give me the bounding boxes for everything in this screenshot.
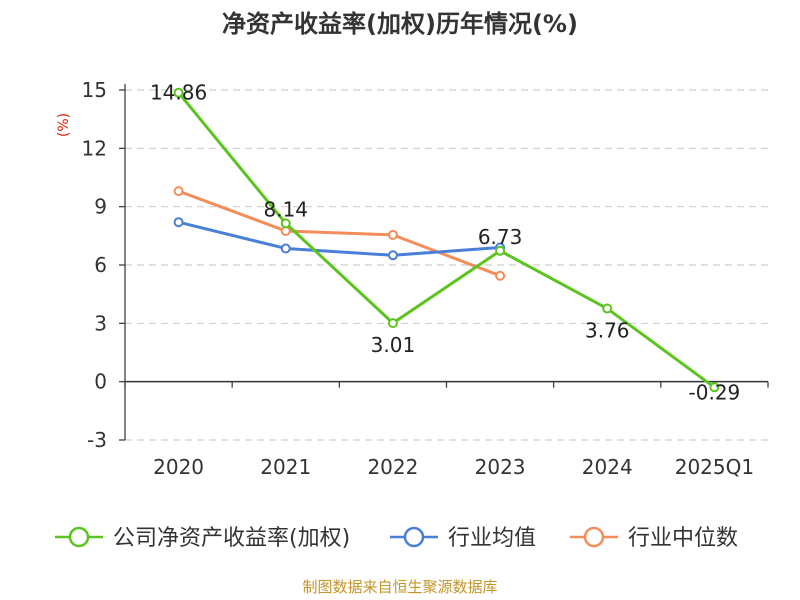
- data-label: 6.73: [478, 225, 523, 249]
- data-label: 8.14: [263, 197, 308, 221]
- series-lines: [177, 91, 716, 389]
- legend-marker: [68, 526, 90, 548]
- y-tick-labels: 15 12 9 6 3 0 -3: [82, 78, 107, 452]
- legend-label: 公司净资产收益率(加权): [113, 526, 350, 551]
- data-label: 3.76: [585, 319, 630, 343]
- legend-marker: [403, 526, 425, 548]
- legend-label: 行业中位数: [628, 526, 738, 551]
- data-point: [280, 218, 291, 229]
- legend-marker: [583, 526, 605, 548]
- data-point: [173, 217, 184, 228]
- x-tick-label: 2023: [475, 455, 526, 479]
- data-point: [495, 270, 506, 281]
- data-point: [602, 303, 613, 314]
- data-point: [387, 229, 398, 240]
- data-point: [495, 245, 506, 256]
- x-tick-label: 2025Q1: [675, 455, 754, 479]
- x-tick-label: 2022: [367, 455, 418, 479]
- series-points: [173, 87, 720, 393]
- data-point: [280, 243, 291, 254]
- y-tick-label: 9: [94, 195, 107, 219]
- data-point: [387, 318, 398, 329]
- x-tick-label: 2020: [153, 455, 204, 479]
- y-tick-label: 12: [82, 136, 107, 160]
- legend: 公司净资产收益率(加权) 行业均值 行业中位数: [55, 526, 738, 551]
- data-point: [387, 250, 398, 261]
- chart-title: 净资产收益率(加权)历年情况(%): [222, 10, 578, 38]
- data-label: -0.29: [689, 380, 741, 404]
- x-tick-label: 2024: [582, 455, 633, 479]
- data-point: [173, 87, 184, 98]
- y-tick-label: 3: [94, 311, 107, 335]
- source-note: 制图数据来自恒生聚源数据库: [302, 578, 497, 596]
- series-line: [177, 91, 716, 389]
- y-tick-label: 0: [94, 370, 107, 394]
- series-line: [178, 220, 501, 257]
- y-tick-label: 6: [94, 253, 107, 277]
- y-tick-label: -3: [87, 428, 107, 452]
- y-tick-label: 15: [82, 78, 107, 102]
- data-point: [173, 186, 184, 197]
- data-label: 14.86: [150, 81, 207, 105]
- x-tick-label: 2021: [260, 455, 311, 479]
- y-axis-label: (%): [56, 113, 72, 137]
- data-label: 3.01: [371, 333, 416, 357]
- data-point: [709, 382, 720, 393]
- series-line: [178, 189, 501, 278]
- axes: [119, 84, 769, 441]
- data-labels: 14.86 8.14 3.01 6.73 3.76 -0.29: [150, 81, 740, 405]
- x-tick-labels: 2020 2021 2022 2023 2024 2025Q1: [153, 455, 754, 479]
- legend-label: 行业均值: [448, 526, 536, 551]
